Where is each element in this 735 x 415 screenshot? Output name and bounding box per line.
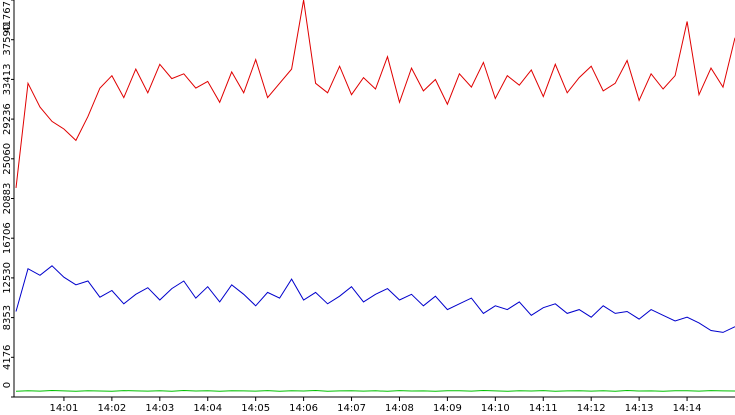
x-tick-label: 14:13 [625,403,654,414]
y-tick-label: 33413 [2,63,13,95]
y-tick-label: 41767 [2,1,13,33]
y-tick-label: 16706 [2,222,13,254]
series-line [15,265,735,333]
series-line [15,389,735,392]
x-tick-label: 14:12 [577,403,606,414]
y-tick-label: 37590 [2,24,13,56]
y-tick-label: 12530 [2,262,13,294]
x-tick-label: 14:01 [50,403,79,414]
x-tick-label: 14:09 [433,403,462,414]
x-tick-label: 14:07 [337,403,366,414]
x-tick-label: 14:14 [673,403,702,414]
y-tick-label: 20883 [2,183,13,215]
x-tick-label: 14:08 [385,403,414,414]
x-tick-label: 14:06 [289,403,318,414]
x-tick-label: 14:11 [529,403,558,414]
x-tick-label: 14:04 [193,403,222,414]
y-tick-label: 29236 [2,103,13,135]
y-tick-label: 8353 [2,305,13,330]
x-tick-label: 14:10 [481,403,510,414]
x-tick-label: 14:02 [97,403,126,414]
y-tick-label: 0 [2,382,13,388]
y-tick-label: 4176 [2,345,13,370]
x-tick-label: 14:05 [241,403,270,414]
y-tick-label: 25060 [2,143,13,175]
x-tick-label: 14:03 [145,403,174,414]
series-line [15,0,735,188]
